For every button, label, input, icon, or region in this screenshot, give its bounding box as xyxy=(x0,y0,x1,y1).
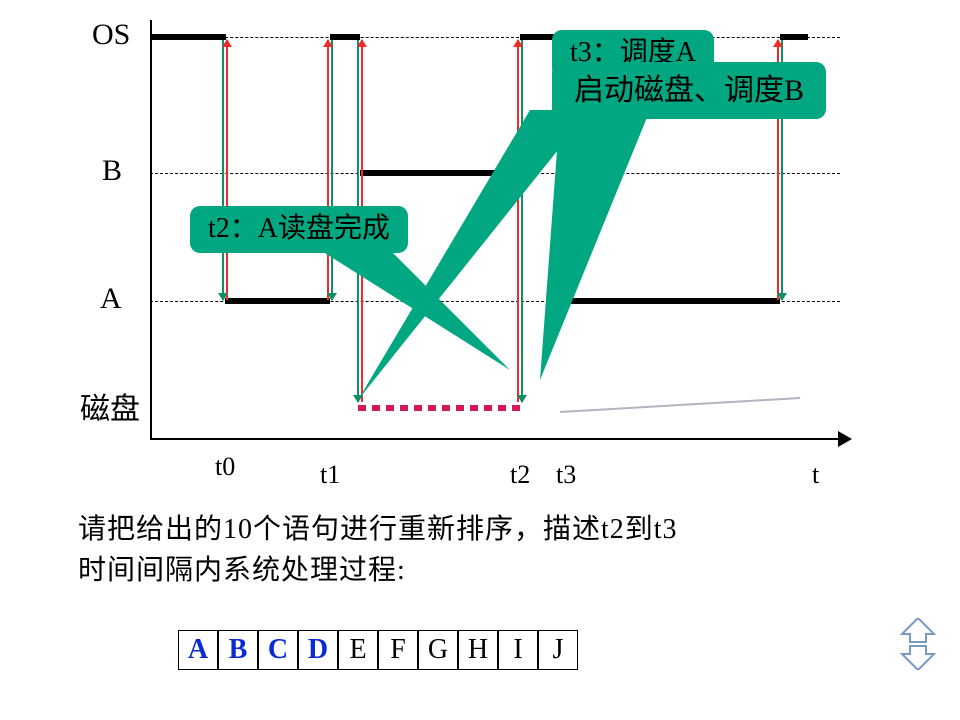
os-bar-1 xyxy=(150,34,226,40)
tick-t2: t2 xyxy=(510,460,530,490)
callout-left: t2：A读盘完成 xyxy=(190,206,408,253)
answer-B[interactable]: B xyxy=(218,630,258,670)
answer-E[interactable]: E xyxy=(338,630,378,670)
answer-C[interactable]: C xyxy=(258,630,298,670)
answer-F[interactable]: F xyxy=(378,630,418,670)
answer-row: ABCDEFGHIJ xyxy=(178,630,578,670)
prompt-line2: 时间间隔内系统处理过程: xyxy=(78,555,406,586)
answer-G[interactable]: G xyxy=(418,630,458,670)
callout-left-tail xyxy=(260,250,520,380)
arrow-t0 xyxy=(222,40,228,300)
os-bar-4 xyxy=(780,34,808,40)
label-os: OS xyxy=(92,18,130,52)
label-disk: 磁盘 xyxy=(80,384,140,428)
callout-top: 启动磁盘、调度B xyxy=(552,62,826,119)
double-arrow-icon xyxy=(900,618,936,670)
tick-t0: t0 xyxy=(215,452,235,482)
x-axis xyxy=(150,438,840,440)
tick-t1: t1 xyxy=(320,460,340,490)
answer-D[interactable]: D xyxy=(298,630,338,670)
prompt-line1: 请把给出的10个语句进行重新排序，描述t2到t3 xyxy=(78,514,678,545)
answer-H[interactable]: H xyxy=(458,630,498,670)
dash-os xyxy=(150,37,840,38)
label-b: B xyxy=(102,154,122,188)
prompt-text: 请把给出的10个语句进行重新排序，描述t2到t3 时间间隔内系统处理过程: xyxy=(78,510,898,591)
answer-I[interactable]: I xyxy=(498,630,538,670)
answer-J[interactable]: J xyxy=(538,630,578,670)
y-axis xyxy=(150,20,152,440)
os-bar-2 xyxy=(330,34,360,40)
label-a: A xyxy=(100,282,122,316)
x-axis-arrow xyxy=(838,431,852,447)
tick-t3: t3 xyxy=(556,460,576,490)
tick-t: t xyxy=(812,460,819,490)
answer-A[interactable]: A xyxy=(178,630,218,670)
